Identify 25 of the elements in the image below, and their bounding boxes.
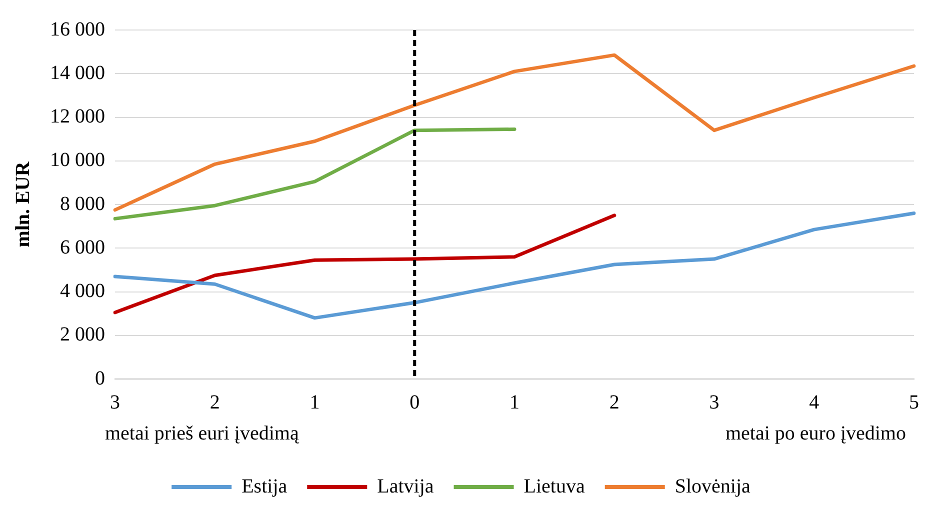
y-tick-label: 14 000 bbox=[50, 62, 105, 84]
y-tick-label: 4 000 bbox=[60, 280, 105, 302]
y-tick-label: 16 000 bbox=[50, 18, 105, 40]
x-tick-label: 3 bbox=[709, 391, 720, 414]
y-tick-label: 8 000 bbox=[60, 192, 105, 215]
legend-label: Latvija bbox=[377, 475, 434, 498]
y-tick-label: 0 bbox=[95, 367, 105, 390]
legend-label: Slovėnija bbox=[674, 475, 751, 498]
y-tick-label: 12 000 bbox=[50, 106, 105, 128]
x-tick-label: 2 bbox=[210, 391, 220, 414]
x-tick-label: 4 bbox=[809, 391, 820, 414]
y-tick-label: 2 000 bbox=[60, 324, 105, 346]
x-tick-label: 1 bbox=[310, 391, 320, 414]
y-tick-label: 6 000 bbox=[60, 236, 105, 258]
x-tick-label: 1 bbox=[510, 391, 520, 414]
x-tick-label: 0 bbox=[410, 391, 420, 414]
y-axis-title: mln. EUR bbox=[12, 161, 34, 248]
x-tick-label: 2 bbox=[609, 391, 620, 414]
y-tick-label: 10 000 bbox=[50, 149, 105, 172]
legend-label: Estija bbox=[242, 475, 288, 498]
text: metai po euro įvedimo bbox=[725, 422, 906, 444]
x-tick-label: 5 bbox=[909, 391, 919, 414]
text: metai prieš euri įvedimą bbox=[105, 422, 300, 444]
legend-label: Lietuva bbox=[524, 475, 585, 498]
x-tick-label: 3 bbox=[110, 391, 120, 414]
